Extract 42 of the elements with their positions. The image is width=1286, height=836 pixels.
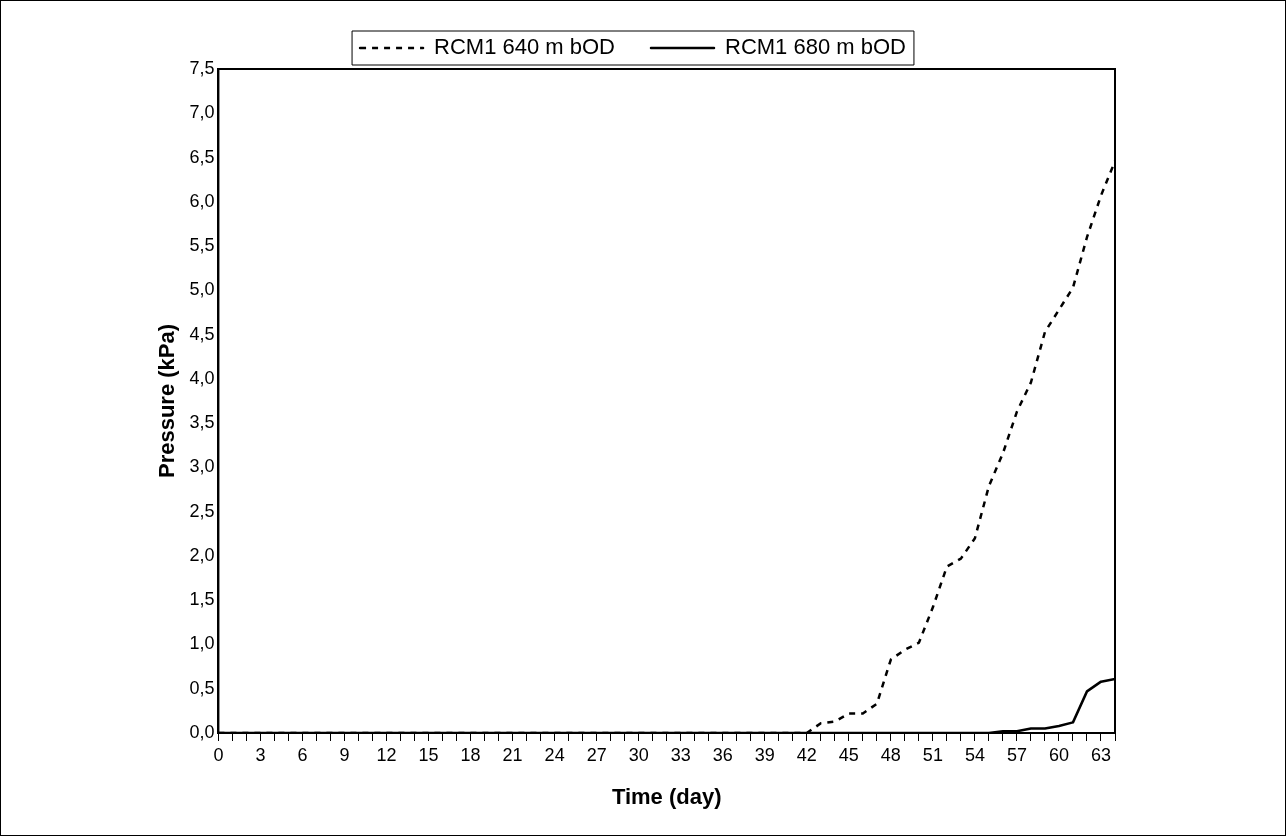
y-tick-label: 1,5: [189, 589, 215, 610]
x-tick-label: 51: [922, 744, 943, 765]
x-tick-label: 39: [754, 744, 775, 765]
y-tick-label: 0,5: [189, 677, 215, 698]
y-tick-label: 6,0: [189, 190, 215, 211]
x-tick-label: 3: [255, 744, 266, 765]
x-tick-label: 57: [1006, 744, 1027, 765]
y-tick-label: 7,0: [189, 102, 215, 123]
x-tick-label: 27: [586, 744, 607, 765]
x-tick-label: 18: [460, 744, 481, 765]
legend-label: RCM1 640 m bOD: [434, 34, 616, 60]
x-tick-label: 0: [213, 744, 224, 765]
x-tick-label: 48: [880, 744, 901, 765]
y-tick-label: 3,5: [189, 412, 215, 433]
x-tick-label: 42: [796, 744, 817, 765]
x-tick-label: 9: [339, 744, 350, 765]
x-tick-label: 21: [502, 744, 523, 765]
y-tick-label: 4,0: [189, 367, 215, 388]
y-tick-label: 2,0: [189, 544, 215, 565]
x-tick-label: 36: [712, 744, 733, 765]
y-tick-label: 2,5: [189, 500, 215, 521]
x-tick-label: 63: [1090, 744, 1112, 765]
x-tick-label: 24: [544, 744, 565, 765]
y-tick-label: 0,0: [189, 721, 215, 742]
x-tick-label: 30: [628, 744, 649, 765]
y-tick-label: 3,0: [189, 456, 215, 477]
y-tick-label: 5,5: [189, 235, 215, 256]
x-tick-label: 12: [376, 744, 397, 765]
y-tick-label: 1,0: [189, 633, 215, 654]
y-tick-label: 4,5: [189, 323, 215, 344]
x-tick-label: 54: [964, 744, 985, 765]
x-tick-label: 33: [670, 744, 691, 765]
y-tick-label: 5,0: [189, 279, 215, 300]
y-tick-label: 7,5: [189, 57, 215, 78]
y-axis-title: Pressure (kPa): [154, 323, 180, 479]
x-tick-label: 15: [418, 744, 439, 765]
x-axis-title: Time (day): [611, 783, 722, 809]
legend-label: RCM1 680 m bOD: [725, 34, 906, 60]
x-tick-label: 60: [1048, 744, 1069, 765]
x-tick-label: 6: [297, 744, 308, 765]
y-tick-label: 6,5: [189, 146, 215, 167]
x-tick-label: 45: [838, 744, 859, 765]
